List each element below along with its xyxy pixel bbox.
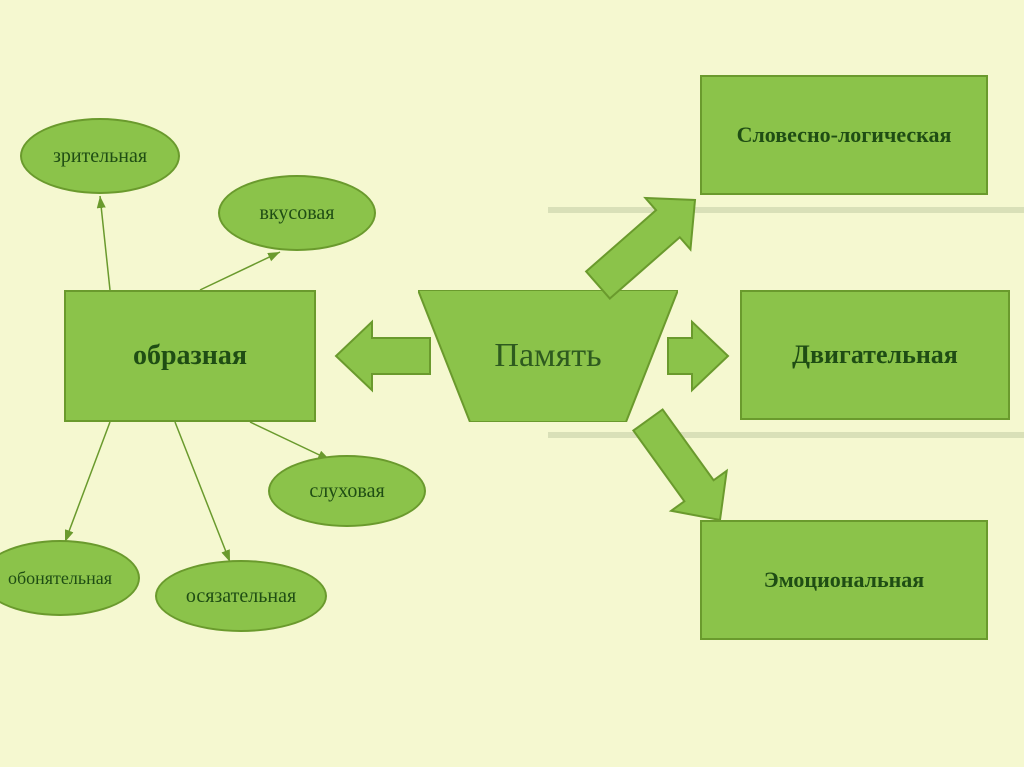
node-slovesno: Словесно-логическая xyxy=(700,75,988,195)
node-emoc-label: Эмоциональная xyxy=(764,567,924,593)
node-slovesno-label: Словесно-логическая xyxy=(737,122,952,148)
edge-obraz-vkus xyxy=(200,252,280,290)
node-zrit: зрительная xyxy=(20,118,180,194)
edge-obraz-obon xyxy=(65,422,110,542)
node-obraznaya: образная xyxy=(64,290,316,422)
arrow-down xyxy=(633,409,726,520)
edge-obraz-zrit xyxy=(100,196,110,290)
node-zrit-label: зрительная xyxy=(53,145,147,168)
node-sluh: слуховая xyxy=(268,455,426,527)
node-osyaz: осязательная xyxy=(155,560,327,632)
node-center: Память xyxy=(418,290,678,422)
node-vkus-label: вкусовая xyxy=(259,202,334,225)
node-dvig-label: Двигательная xyxy=(792,340,958,370)
node-sluh-label: слуховая xyxy=(309,480,384,503)
arrow-left xyxy=(336,322,430,390)
node-obraznaya-label: образная xyxy=(133,340,247,372)
arrow-up xyxy=(586,198,695,299)
node-emoc: Эмоциональная xyxy=(700,520,988,640)
edge-obraz-sluh xyxy=(250,422,330,460)
edge-obraz-osyaz xyxy=(175,422,230,562)
node-obon: обонятельная xyxy=(0,540,140,616)
diagram-stage: Память образная Словесно-логическая Двигате… xyxy=(0,0,1024,767)
node-dvig: Двигательная xyxy=(740,290,1010,420)
node-osyaz-label: осязательная xyxy=(186,585,296,608)
node-center-label: Память xyxy=(494,337,601,375)
node-vkus: вкусовая xyxy=(218,175,376,251)
node-obon-label: обонятельная xyxy=(8,568,112,589)
